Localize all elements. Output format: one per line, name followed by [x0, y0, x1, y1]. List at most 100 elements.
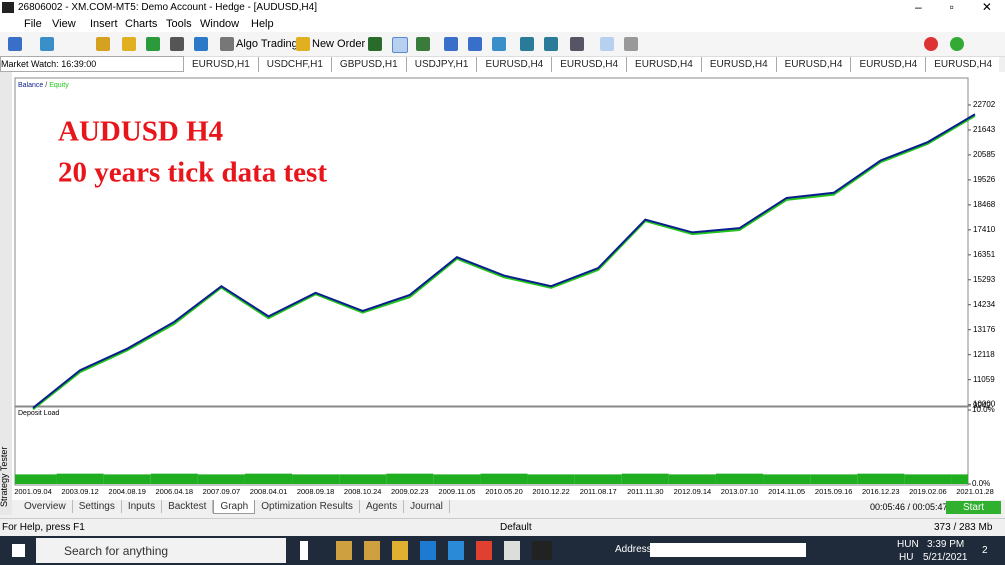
search-text: Search for anything	[64, 544, 169, 558]
status-profile: Default	[500, 522, 532, 533]
chart-tab[interactable]: EURUSD,H1	[184, 57, 259, 72]
y-tick-label: 20585	[973, 150, 996, 159]
tester-tab[interactable]: Settings	[73, 500, 122, 513]
tester-tab[interactable]: Agents	[360, 500, 405, 513]
tool-icon[interactable]	[220, 37, 234, 51]
tool-icon[interactable]	[194, 37, 208, 51]
tool-icon[interactable]	[170, 37, 184, 51]
tool-icon[interactable]	[600, 37, 614, 51]
menu-item[interactable]: Help	[251, 18, 274, 30]
chart-tab[interactable]: EURUSD,H4	[926, 57, 999, 72]
tool-icon[interactable]	[8, 37, 22, 51]
notification-count[interactable]: 2	[982, 545, 988, 556]
algo-trading-button[interactable]: Algo Trading	[236, 38, 298, 50]
menu-item[interactable]: Insert	[90, 18, 118, 30]
menu-item[interactable]: Tools	[166, 18, 192, 30]
tester-tab[interactable]: Optimization Results	[255, 500, 360, 513]
tool-icon[interactable]	[570, 37, 584, 51]
series-line	[32, 114, 976, 411]
x-tick-label: 2001.09.04	[14, 487, 52, 496]
x-tick-label: 2014.11.05	[768, 487, 805, 496]
chart-tabs: EURUSD,H1 USDCHF,H1 GBPUSD,H1 USDJPY,H1 EURU…	[184, 57, 999, 73]
y-tick-label: 15293	[973, 275, 996, 284]
chart-tab[interactable]: EURUSD,H4	[477, 57, 553, 72]
market-watch-time: 16:39:00	[61, 59, 97, 69]
menu-item[interactable]: Charts	[125, 18, 158, 30]
y-tick-label: 13176	[973, 325, 996, 334]
x-tick-label: 2008.10.24	[344, 487, 382, 496]
tool-icon[interactable]	[96, 37, 110, 51]
tool-icon[interactable]	[122, 37, 136, 51]
clock-date: 5/21/2021	[923, 552, 968, 563]
load-bar	[103, 474, 151, 484]
load-bar	[386, 473, 434, 484]
load-bar	[480, 473, 528, 484]
window-title: 26806002 - XM.COM-MT5: Demo Account - He…	[18, 2, 317, 13]
market-watch-label: Market Watch:	[1, 59, 59, 69]
chart-tab[interactable]: EURUSD,H4	[777, 57, 852, 72]
chart-tab[interactable]: EURUSD,H4	[552, 57, 628, 72]
chart-tab[interactable]: USDCHF,H1	[259, 57, 332, 72]
x-tick-label: 2011.11.30	[627, 487, 663, 496]
start-icon[interactable]	[12, 544, 25, 557]
tool-icon[interactable]	[368, 37, 382, 51]
tester-tab[interactable]: Journal	[404, 500, 450, 513]
market-watch: Market Watch: 16:39:00	[0, 56, 184, 72]
status-help: For Help, press F1	[2, 522, 85, 533]
start-button[interactable]: Start	[946, 501, 1001, 514]
load-bar	[810, 474, 858, 484]
load-bar	[527, 474, 575, 484]
load-bar	[197, 474, 245, 484]
taskbar: Search for anything Address HUN HU 3:39 …	[0, 536, 1005, 565]
y-tick-label: 9942	[973, 401, 991, 410]
x-tick-label: 2009.11.05	[438, 487, 475, 496]
tool-icon[interactable]	[444, 37, 458, 51]
tool-icon[interactable]	[624, 37, 638, 51]
legend-entry: Balance	[18, 82, 43, 89]
status-bar: For Help, press F1 Default 373 / 283 Mb	[0, 518, 1005, 536]
tool-icon[interactable]	[520, 37, 534, 51]
tool-icon[interactable]	[468, 37, 482, 51]
x-tick-label: 2012.09.14	[674, 487, 712, 496]
load-bar	[668, 474, 716, 484]
y-tick-label: 0.0%	[972, 479, 990, 488]
tester-tab[interactable]: Graph	[213, 500, 256, 514]
new-order-button[interactable]: New Order	[312, 38, 366, 50]
y-tick-label: 19526	[973, 175, 996, 184]
tool-icon[interactable]	[40, 37, 54, 51]
y-tick-label: 12118	[973, 350, 995, 359]
tool-icon[interactable]	[146, 37, 160, 51]
x-tick-label: 2009.02.23	[391, 487, 429, 496]
chart-tab[interactable]: USDJPY,H1	[407, 57, 478, 72]
menu-item[interactable]: File	[24, 18, 42, 30]
tool-icon[interactable]	[950, 37, 964, 51]
tester-tab[interactable]: Overview	[18, 500, 73, 513]
chart-tab[interactable]: EURUSD,H4	[851, 57, 927, 72]
tester-tab[interactable]: Inputs	[122, 500, 163, 513]
x-tick-label: 2003.09.12	[61, 487, 99, 496]
address-box[interactable]	[650, 543, 806, 557]
load-bar	[15, 474, 57, 484]
y-tick-label: 10000	[973, 400, 996, 409]
x-tick-label: 2013.07.10	[721, 487, 759, 496]
menu-item[interactable]: Window	[200, 18, 240, 30]
tool-icon[interactable]	[924, 37, 938, 51]
tool-icon[interactable]	[392, 37, 408, 53]
menu-item[interactable]: View	[52, 18, 76, 30]
chart-tab[interactable]: GBPUSD,H1	[332, 57, 407, 72]
app-icons	[300, 541, 590, 560]
menu-bar: File View Insert Charts Tools Window Help	[0, 16, 1005, 32]
tool-icon[interactable]	[416, 37, 430, 51]
tool-icon[interactable]	[296, 37, 310, 51]
annotation: 20 years tick data test	[58, 157, 327, 189]
search-box[interactable]: Search for anything	[36, 538, 286, 563]
window-controls[interactable]: –▫✕	[915, 0, 992, 14]
tool-icon[interactable]	[492, 37, 506, 51]
address-label: Address	[615, 544, 652, 555]
legend: Balance / Equity	[18, 82, 69, 89]
chart-tab[interactable]: EURUSD,H4	[702, 57, 777, 72]
tool-icon[interactable]	[544, 37, 558, 51]
chart-tab[interactable]: EURUSD,H4	[627, 57, 702, 72]
x-tick-label: 2008.04.01	[250, 487, 288, 496]
tester-tab[interactable]: Backtest	[162, 500, 214, 513]
